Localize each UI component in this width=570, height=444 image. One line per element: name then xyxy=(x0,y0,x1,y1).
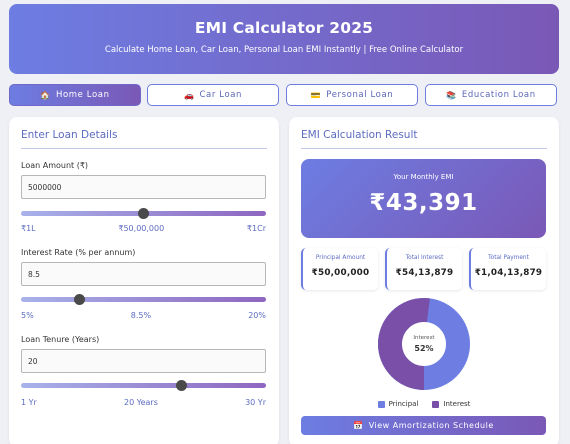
view-amortization-label: View Amortization Schedule xyxy=(368,421,494,430)
tab-label: Personal Loan xyxy=(326,90,394,100)
interest-rate-input[interactable]: 8.5 xyxy=(21,262,266,286)
tab-car-loan[interactable]: 🚗 Car Loan xyxy=(147,84,279,106)
page-title: EMI Calculator 2025 xyxy=(194,19,374,37)
total-interest-card: Total Interest ₹54,13,879 xyxy=(385,248,462,290)
donut-center-label: Interest xyxy=(413,335,435,341)
loan-amount-label: Loan Amount (₹) xyxy=(21,161,89,170)
loan-amount-range: ₹1L ₹50,00,000 ₹1Cr xyxy=(21,224,266,233)
interest-rate-range: 5% 8.5% 20% xyxy=(21,311,266,320)
loan-amount-max: ₹1Cr xyxy=(246,224,266,233)
credit-card-icon: 💳 xyxy=(310,90,322,100)
loan-amount-slider-thumb[interactable] xyxy=(138,207,149,219)
tenure-input[interactable]: 20 xyxy=(21,349,266,373)
loan-amount-min: ₹1L xyxy=(21,224,36,233)
interest-rate-min: 5% xyxy=(21,311,34,320)
donut-center-value: 52% xyxy=(414,344,433,353)
tab-home-loan[interactable]: 🏠 Home Loan xyxy=(9,84,141,106)
result-title: EMI Calculation Result xyxy=(301,129,547,149)
donut-interest-segment xyxy=(378,298,470,390)
loan-amount-input[interactable]: 5000000 xyxy=(21,175,266,199)
total-payment-value: ₹1,04,13,879 xyxy=(474,268,543,278)
tab-label: Car Loan xyxy=(199,90,243,100)
monthly-emi-value: ₹43,391 xyxy=(369,190,478,216)
legend-principal-swatch xyxy=(377,400,385,408)
page-header: EMI Calculator 2025 Calculate Home Loan,… xyxy=(9,4,559,74)
interest-rate-max: 20% xyxy=(248,311,266,320)
tenure-slider-thumb[interactable] xyxy=(175,379,187,391)
tab-personal-loan[interactable]: 💳 Personal Loan xyxy=(286,84,418,106)
legend-principal[interactable]: Principal xyxy=(377,400,419,408)
loan-details-title: Enter Loan Details xyxy=(21,129,267,149)
total-payment-label: Total Payment xyxy=(488,255,529,261)
total-interest-value: ₹54,13,879 xyxy=(395,268,454,278)
interest-rate-slider-thumb[interactable] xyxy=(74,293,86,305)
legend-interest[interactable]: Interest xyxy=(432,400,470,408)
interest-rate-current: 8.5% xyxy=(130,311,152,320)
interest-rate-slider[interactable] xyxy=(21,293,266,305)
home-icon: 🏠 xyxy=(40,90,51,100)
car-icon: 🚗 xyxy=(183,90,195,100)
monthly-emi-card: Your Monthly EMI ₹43,391 xyxy=(301,159,546,238)
total-interest-label: Total Interest xyxy=(405,255,444,261)
principal-amount-label: Principal Amount xyxy=(315,255,366,261)
chart-legend: Principal Interest xyxy=(289,400,559,408)
total-payment-card: Total Payment ₹1,04,13,879 xyxy=(469,248,546,290)
result-panel: EMI Calculation Result Your Monthly EMI … xyxy=(289,117,559,444)
principal-amount-value: ₹50,00,000 xyxy=(311,268,370,278)
calendar-icon: 📅 xyxy=(353,421,364,430)
books-icon: 📚 xyxy=(446,90,457,100)
view-amortization-button[interactable]: 📅 View Amortization Schedule xyxy=(301,416,546,435)
tenure-range: 1 Yr 20 Years 30 Yr xyxy=(21,398,266,407)
donut-hole xyxy=(402,322,446,366)
tenure-min: 1 Yr xyxy=(21,398,37,407)
tab-label: Home Loan xyxy=(55,90,110,100)
tab-education-loan[interactable]: 📚 Education Loan xyxy=(425,84,557,106)
tab-label: Education Loan xyxy=(461,90,536,100)
loan-details-panel: Enter Loan Details Loan Amount (₹) 50000… xyxy=(9,117,279,444)
interest-rate-label: Interest Rate (% per annum) xyxy=(21,248,136,257)
tenure-slider[interactable] xyxy=(21,379,266,391)
principal-amount-card: Principal Amount ₹50,00,000 xyxy=(301,248,378,290)
legend-interest-swatch xyxy=(432,400,440,408)
monthly-emi-label: Your Monthly EMI xyxy=(393,173,454,181)
page-subtitle: Calculate Home Loan, Car Loan, Personal … xyxy=(104,45,464,55)
loan-amount-slider[interactable] xyxy=(21,207,266,219)
tenure-current: 20 Years xyxy=(124,398,158,407)
loan-amount-current: ₹50,00,000 xyxy=(118,224,165,233)
legend-interest-label: Interest xyxy=(443,400,471,408)
tenure-label: Loan Tenure (Years) xyxy=(21,335,100,344)
principal-interest-donut: Interest 52% xyxy=(378,298,470,390)
legend-principal-label: Principal xyxy=(388,400,419,408)
tenure-max: 30 Yr xyxy=(245,398,266,407)
